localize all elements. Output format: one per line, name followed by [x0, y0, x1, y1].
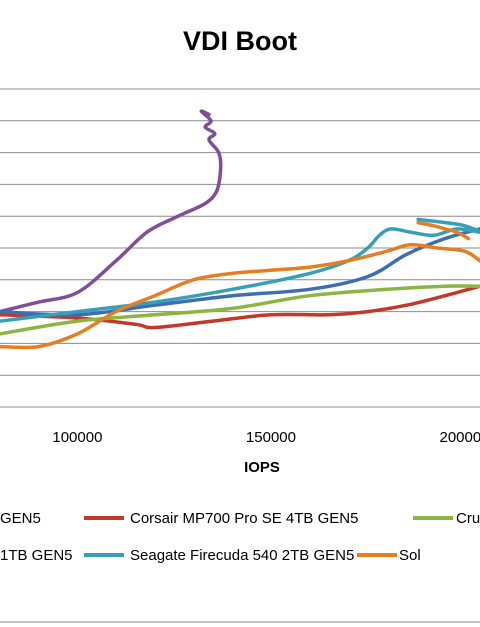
series-line [0, 109, 223, 314]
legend-label: Sol [399, 547, 421, 564]
legend-label: Corsair MP700 Pro SE 4TB GEN5 [130, 510, 358, 527]
series-line [0, 227, 480, 317]
series-line [0, 284, 480, 330]
x-axis-ticks: 100000 150000 200000 [52, 429, 480, 446]
x-tick-label: 200000 [439, 429, 480, 446]
chart-title: VDI Boot [183, 26, 297, 56]
legend-label: GEN5 [0, 510, 41, 527]
x-tick-label: 150000 [246, 429, 296, 446]
legend-label: Seagate Firecuda 540 2TB GEN5 [130, 547, 354, 564]
series-line [0, 217, 480, 323]
legend-label: Cru [456, 510, 480, 527]
gridlines [0, 88, 480, 408]
series-lines [0, 109, 480, 350]
legend: GEN5 Corsair MP700 Pro SE 4TB GEN5 Cru 1TB … [0, 510, 480, 564]
series-line [416, 220, 471, 241]
x-tick-label: 100000 [52, 429, 102, 446]
legend-label: 1TB GEN5 [0, 547, 73, 564]
series-line [0, 284, 480, 336]
series-line [0, 242, 480, 350]
x-axis-title: IOPS [244, 459, 280, 476]
